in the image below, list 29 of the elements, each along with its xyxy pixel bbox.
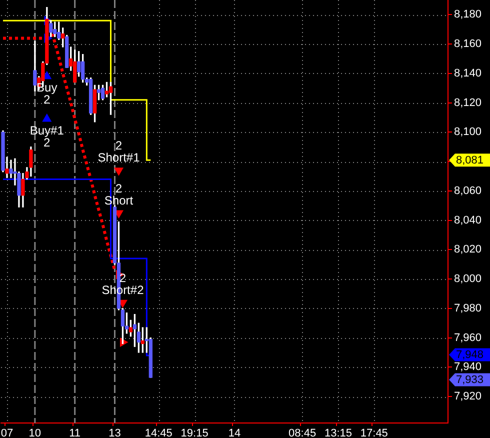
y-tick-label: 8,140 (454, 67, 482, 80)
y-tick-label: 7,920 (454, 390, 482, 403)
y-tick-label: 8,020 (454, 244, 482, 256)
x-tick-label: 07 (0, 428, 14, 438)
y-tick-label: 7,940 (454, 361, 482, 374)
x-tick-label: 10 (28, 428, 42, 438)
x-tick-label: 13:15 (324, 428, 352, 438)
x-tick-label: 08:45 (288, 428, 316, 438)
x-tick-label: 13 (108, 428, 121, 438)
annotation: 8,081 (456, 154, 484, 167)
x-tick-label: 14 (228, 428, 241, 438)
y-tick-label: 8,060 (454, 184, 482, 197)
y-tick-label: 8,100 (454, 126, 482, 138)
series-label: Buy 2 (36, 80, 58, 107)
annotation: 7,948 (456, 349, 484, 362)
y-tick-label: 8,040 (454, 214, 482, 226)
x-tick-label: 19:15 (180, 428, 208, 438)
x-tick-label: 11 (69, 428, 81, 438)
y-tick-label: 7,960 (454, 332, 482, 344)
y-tick-label: 7,980 (454, 302, 482, 314)
series-label: 2 Short#1 (98, 138, 140, 165)
annotation: 7,933 (456, 374, 484, 386)
series-label: Buy#1 2 (30, 123, 64, 150)
y-tick-label: 8,120 (454, 96, 482, 109)
x-tick-label: 14:45 (144, 428, 172, 438)
y-tick-label: 8,180 (454, 8, 482, 21)
x-tick-label: 17:45 (360, 428, 388, 438)
y-tick-label: 8,000 (454, 273, 482, 286)
y-tick-label: 8,160 (454, 38, 482, 50)
